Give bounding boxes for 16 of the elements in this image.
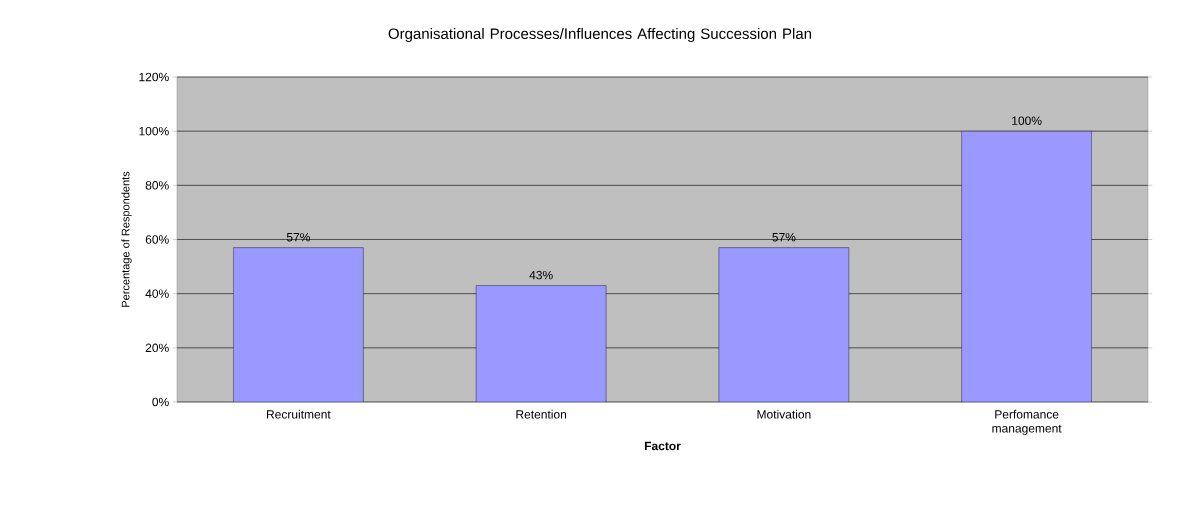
y-tick-label: 100% xyxy=(139,126,169,136)
data-label: 100% xyxy=(1012,116,1042,125)
y-tick-label: 120% xyxy=(139,72,169,82)
x-tick-label: Recruitment xyxy=(267,409,331,419)
y-tick-label: 0% xyxy=(152,397,169,407)
data-label: 43% xyxy=(529,270,553,280)
chart-title: Organisational Processes/Influences Affecting Succession Plan xyxy=(388,28,812,42)
y-tick-label: 20% xyxy=(145,343,169,353)
x-axis-title: Factor xyxy=(644,441,681,451)
x-tick-label: Perfomance management xyxy=(992,409,1062,435)
y-tick-label: 60% xyxy=(145,235,169,244)
y-tick-label: 80% xyxy=(145,181,169,190)
y-tick-label: 40% xyxy=(145,289,169,298)
x-tick-label: Retention xyxy=(516,409,567,419)
x-tick-label: Motivation xyxy=(757,409,811,419)
y-axis-title: Percentage of Respondents xyxy=(121,171,132,307)
